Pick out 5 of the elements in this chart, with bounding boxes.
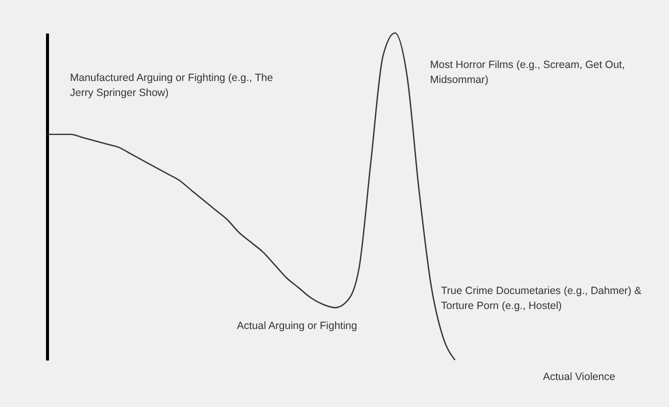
annotation: Actual Arguing or Fighting — [236, 320, 358, 332]
annotation: Most Horror Films (e.g., Scream, Get Out, Midsommar) — [430, 59, 625, 86]
annotation: Manufactured Arguing or Fighting (e.g., The Jerry Springer Show) — [70, 72, 274, 99]
text: Actual Violence — [543, 371, 616, 383]
annotation: True Crime Documetaries (e.g., Dahmer) & Torture Porn (e.g., Hostel) — [441, 285, 642, 312]
